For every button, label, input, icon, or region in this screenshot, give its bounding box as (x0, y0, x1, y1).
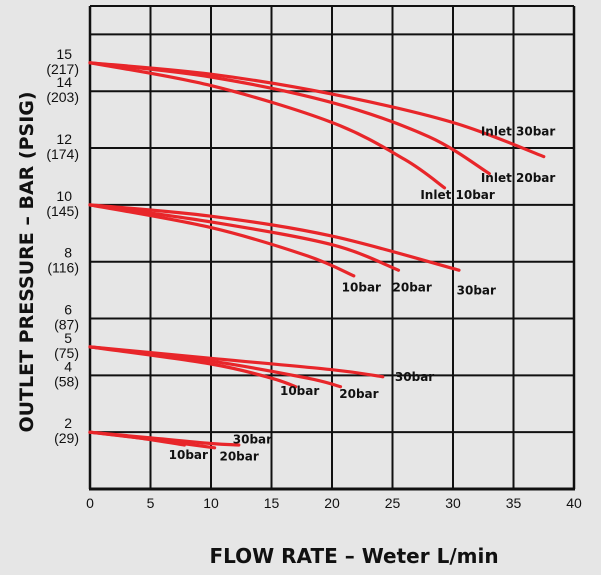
x-tick-label: 5 (147, 495, 155, 511)
y-tick-label-bar: 12 (56, 131, 72, 147)
curve-label: 30bar (395, 370, 434, 384)
y-tick-label-psig: (58) (54, 373, 79, 389)
curve-label: 20bar (393, 281, 432, 295)
y-tick-label-psig: (217) (46, 61, 79, 77)
x-tick-label: 0 (86, 495, 94, 511)
curve-label: 30bar (233, 433, 272, 447)
y-tick-label-psig: (29) (54, 430, 79, 446)
series-line (88, 203, 461, 272)
y-tick-label-bar: 10 (56, 188, 72, 204)
series-line (88, 345, 298, 389)
series-line (88, 203, 356, 278)
y-tick-label-psig: (145) (46, 203, 79, 219)
x-tick-label: 40 (566, 495, 582, 511)
curve-label: 20bar (219, 450, 258, 464)
x-tick-label: 10 (203, 495, 219, 511)
x-tick-label: 35 (506, 495, 522, 511)
curve-label: 30bar (457, 283, 496, 297)
series-line (88, 61, 447, 190)
curve-label: 20bar (339, 387, 378, 401)
x-axis-title: FLOW RATE – Weter L/min (209, 544, 498, 568)
series-line (88, 203, 401, 272)
curve-label: 10bar (169, 448, 208, 462)
y-tick-label-psig: (87) (54, 317, 79, 333)
y-tick-label-bar: 8 (64, 245, 72, 261)
y-tick-label-bar: 2 (64, 415, 72, 431)
curve-label: Inlet 10bar (420, 188, 495, 202)
curve-labels: Inlet 30bar Inlet 20bar Inlet 10bar 10bar 20… (169, 124, 556, 463)
y-tick-label-psig: (75) (54, 345, 79, 361)
y-tick-label-psig: (116) (47, 260, 79, 276)
y-tick-label-bar: 6 (64, 302, 72, 318)
y-tick-label-bar: 15 (56, 46, 72, 62)
x-tick-labels: 0 5 10 15 20 25 30 35 40 (86, 495, 582, 511)
y-tick-label-psig: (203) (46, 89, 79, 105)
y-axis-title: OUTLET PRESSURE – BAR (PSIG) (16, 91, 38, 432)
x-tick-label: 15 (264, 495, 280, 511)
curve-label: Inlet 20bar (481, 171, 556, 185)
y-tick-label-bar: 4 (64, 358, 72, 374)
y-tick-label-psig: (174) (46, 146, 79, 162)
y-tick-label-bar: 5 (64, 330, 72, 346)
series-line (88, 430, 186, 447)
x-tick-label: 30 (445, 495, 461, 511)
curve-label: Inlet 30bar (481, 124, 556, 138)
curve-label: 10bar (342, 281, 381, 295)
x-tick-label: 20 (324, 495, 340, 511)
y-tick-labels: 15(217)14(203) 12(174) 10(145) 8(116) 6(87)5… (46, 46, 79, 446)
curve-label: 10bar (280, 384, 319, 398)
y-tick-label-bar: 14 (56, 74, 72, 90)
x-tick-label: 25 (385, 495, 401, 511)
series-group (88, 61, 546, 450)
series-line (88, 61, 546, 159)
series-line (88, 61, 491, 176)
